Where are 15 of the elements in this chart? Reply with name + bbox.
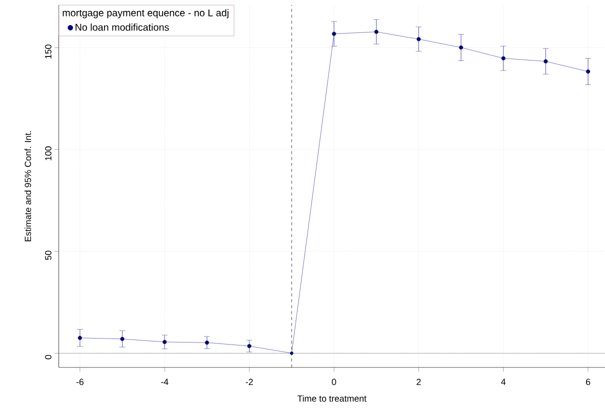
- x-tick-label: 4: [501, 378, 506, 385]
- y-tick-label: 150: [45, 44, 52, 58]
- x-tick-label: -4: [161, 378, 168, 385]
- x-axis-title: Time to treatment: [297, 395, 366, 402]
- y-axis-title: Estimate and 95% Conf. Int.: [24, 131, 32, 242]
- x-tick-label: -2: [246, 378, 253, 386]
- legend-label: No loan modifications: [76, 24, 169, 31]
- y-tick-label: 0: [45, 355, 52, 360]
- x-tick-label: 6: [586, 378, 590, 386]
- x-tick-label: -6: [76, 378, 84, 386]
- x-tick-label: 0: [332, 378, 336, 386]
- y-tick-label: 50: [45, 250, 52, 260]
- x-tick-label: 2: [416, 378, 421, 386]
- legend-title: mortgage payment equence - no L adj: [62, 9, 228, 18]
- y-tick-label: 100: [45, 146, 52, 160]
